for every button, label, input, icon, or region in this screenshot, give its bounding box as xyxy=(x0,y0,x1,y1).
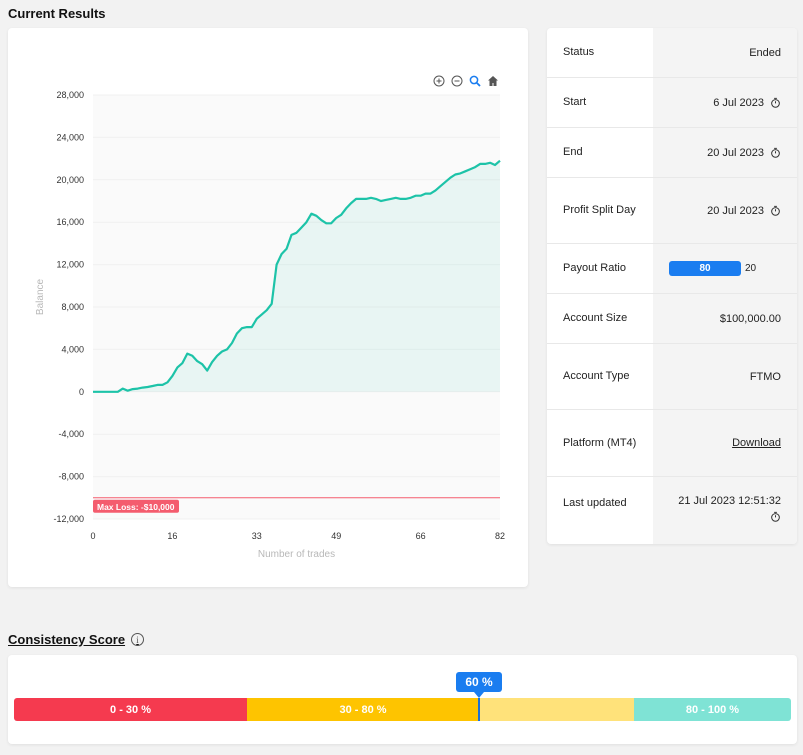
start-label: Start xyxy=(563,96,587,108)
account-info-card: Status Ended Start 6 Jul 2023 End 20 Jul… xyxy=(547,28,797,544)
account-size-label: Account Size xyxy=(563,312,628,324)
profit-split-row: Profit Split Day 20 Jul 2023 xyxy=(547,178,797,244)
y-axis-title: Balance xyxy=(35,278,46,315)
download-link[interactable]: Download xyxy=(732,437,781,449)
y-tick-label: 20,000 xyxy=(56,175,84,185)
status-label: Status xyxy=(563,46,595,58)
consistency-score-label: Consistency Score xyxy=(8,632,126,647)
account-type-value: FTMO xyxy=(653,344,797,409)
stopwatch-icon xyxy=(771,511,780,522)
last-updated-row: Last updated 21 Jul 2023 12:51:32 xyxy=(547,477,797,544)
profit-split-value: 20 Jul 2023 xyxy=(707,204,764,217)
y-tick-label: -12,000 xyxy=(53,514,84,524)
start-row: Start 6 Jul 2023 xyxy=(547,78,797,128)
platform-label: Platform (MT4) xyxy=(563,436,637,449)
payout-trader-share: 80 xyxy=(669,261,741,276)
x-tick-label: 49 xyxy=(331,531,341,541)
max-loss-label: Max Loss: -$10,000 xyxy=(97,502,175,512)
last-updated-value: 21 Jul 2023 12:51:32 xyxy=(678,495,781,507)
balance-chart: 28,000 24,000 20,000 16,000 12,000 8,000 4,000… xyxy=(35,90,505,560)
stopwatch-icon xyxy=(771,147,780,158)
x-tick-label: 33 xyxy=(252,531,262,541)
consistency-score-bar: 0 - 30 % 30 - 80 % 80 - 100 % xyxy=(14,698,791,721)
x-tick-label: 0 xyxy=(90,531,95,541)
y-tick-label: 12,000 xyxy=(56,260,84,270)
info-icon[interactable]: i xyxy=(131,633,145,646)
consistency-score-card: 0 - 30 % 30 - 80 % 80 - 100 % 60 % xyxy=(8,655,797,744)
y-tick-label: 4,000 xyxy=(61,344,84,354)
payout-ratio-label: Payout Ratio xyxy=(563,262,626,274)
platform-row: Platform (MT4) Download xyxy=(547,410,797,477)
y-tick-label: 28,000 xyxy=(56,90,84,100)
payout-firm-share: 20 xyxy=(745,263,757,274)
y-tick-label: -4,000 xyxy=(58,429,84,439)
y-tick-label: 8,000 xyxy=(61,302,84,312)
x-axis-title: Number of trades xyxy=(258,549,335,560)
current-results-title: Current Results xyxy=(8,6,106,21)
account-size-value: $100,000.00 xyxy=(653,294,797,343)
consistency-score-title: Consistency Score i xyxy=(8,632,145,647)
end-value: 20 Jul 2023 xyxy=(707,146,764,159)
y-tick-label: 24,000 xyxy=(56,132,84,142)
score-bubble-arrow xyxy=(474,692,484,698)
stopwatch-icon xyxy=(771,205,780,216)
profit-split-label: Profit Split Day xyxy=(563,204,636,216)
score-marker xyxy=(478,698,480,721)
balance-line xyxy=(93,159,501,393)
home-icon[interactable] xyxy=(486,74,500,88)
account-type-row: Account Type FTMO xyxy=(547,344,797,410)
x-tick-label: 16 xyxy=(167,531,177,541)
payout-ratio-row: Payout Ratio 80 20 xyxy=(547,244,797,294)
chart-card: 28,000 24,000 20,000 16,000 12,000 8,000 4,000… xyxy=(8,28,528,587)
payout-ratio-bar: 80 20 xyxy=(669,261,781,276)
chart-toolbar xyxy=(432,74,500,88)
x-tick-label: 82 xyxy=(495,531,505,541)
zoom-in-icon[interactable] xyxy=(432,74,446,88)
account-type-label: Account Type xyxy=(563,370,630,382)
score-bubble: 60 % xyxy=(456,672,502,692)
end-row: End 20 Jul 2023 xyxy=(547,128,797,178)
x-tick-label: 66 xyxy=(416,531,426,541)
max-loss-badge xyxy=(93,499,179,513)
score-segment-0: 0 - 30 % xyxy=(14,698,247,721)
status-row: Status Ended xyxy=(547,28,797,78)
score-segment-2 xyxy=(479,698,634,721)
stopwatch-icon xyxy=(771,97,780,108)
y-tick-label: 0 xyxy=(79,387,84,397)
start-value: 6 Jul 2023 xyxy=(713,96,764,109)
account-size-row: Account Size $100,000.00 xyxy=(547,294,797,344)
score-segment-1: 30 - 80 % xyxy=(247,698,479,721)
zoom-out-icon[interactable] xyxy=(450,74,464,88)
y-tick-label: -8,000 xyxy=(58,472,84,482)
magnifier-icon[interactable] xyxy=(468,74,482,88)
score-segment-3: 80 - 100 % xyxy=(634,698,791,721)
last-updated-label: Last updated xyxy=(563,497,627,509)
end-label: End xyxy=(563,146,583,158)
status-value: Ended xyxy=(653,28,797,77)
balance-area xyxy=(93,160,500,392)
y-tick-label: 16,000 xyxy=(56,217,84,227)
